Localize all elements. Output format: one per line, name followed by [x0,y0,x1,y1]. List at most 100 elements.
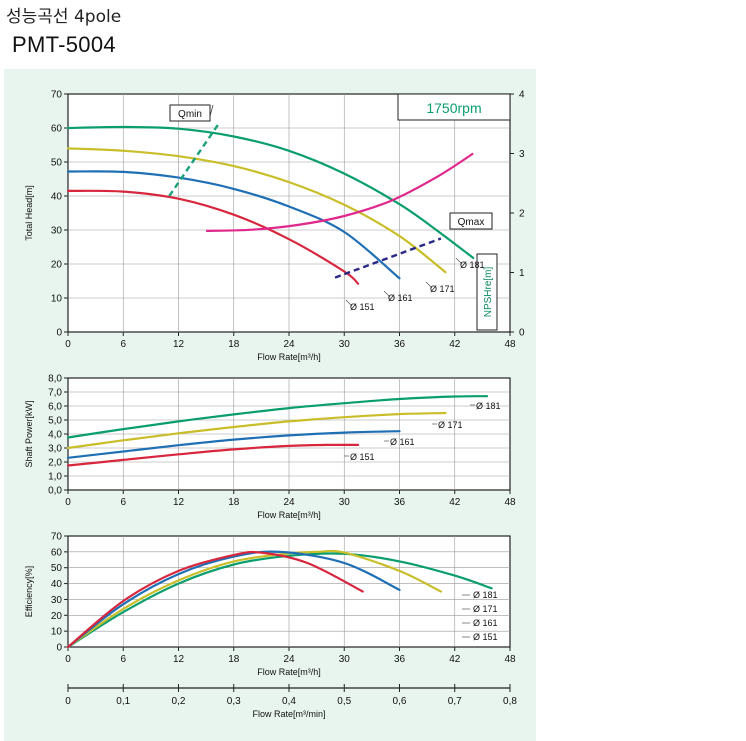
head-curve-label: Ø 151 [350,302,375,312]
power-curve-label: Ø 161 [390,437,415,447]
power-ytick-label: 2,0 [48,458,62,469]
head-ytick-label: 50 [51,158,63,169]
power-ytick-label: 7,0 [48,388,62,399]
head-series-line-3 [66,189,360,285]
power-xtick-label: 24 [283,497,295,508]
eff-xtick-label: 6 [120,654,126,665]
eff-ytick-label: 40 [51,579,63,590]
eff-series-line-3 [66,550,364,649]
flowmin-tick-label: 0,3 [227,696,241,707]
eff-legend-label: Ø 151 [473,632,498,642]
npsh-ytick-label: 0 [519,328,525,339]
eff-xtick-label: 18 [228,654,240,665]
head-xtick-label: 42 [449,339,461,350]
eff-ytick-label: 60 [51,547,63,558]
head-xtick-label: 0 [65,339,71,350]
power-xtick-label: 30 [339,497,351,508]
head-ytick-label: 40 [51,192,63,203]
power-series-line-2 [66,430,401,459]
flowmin-tick-label: 0,7 [448,696,462,707]
eff-xtick-label: 48 [504,654,516,665]
head-series-line-1 [66,147,447,274]
eff-ylabel: Efficiency[%] [24,566,34,617]
head-xtick-label: 48 [504,339,516,350]
eff-ytick-label: 20 [51,611,63,622]
npsh-ytick-label: 1 [519,268,525,279]
head-curve-label-leader [425,281,433,289]
power-ylabel: Shaft Power[kW] [24,400,34,467]
head-xtick-label: 18 [228,339,240,350]
qmax-line [334,237,442,279]
flowmin-tick-label: 0,2 [172,696,186,707]
eff-ytick-label: 10 [51,627,63,638]
power-curve-label: Ø 181 [476,401,501,411]
power-ytick-label: 5,0 [48,416,62,427]
npsh-axis-label: NPSHre[m] [483,266,494,317]
eff-series-line-2 [66,550,401,649]
head-xtick-label: 30 [339,339,351,350]
qmin-box [169,104,211,122]
qmax-label: Qmax [458,217,485,228]
eff-legend-label: Ø 181 [473,590,498,600]
head-curve-label: Ø 181 [460,260,485,270]
head-ytick-label: 0 [56,328,62,339]
head-xlabel: Flow Rate[m³/h] [257,352,321,362]
eff-xtick-label: 30 [339,654,351,665]
power-curve-label: Ø 151 [350,452,375,462]
power-xtick-label: 42 [449,497,461,508]
head-series-line-2 [66,170,401,280]
npsh-ytick-label: 3 [519,149,525,160]
head-xtick-label: 24 [283,339,295,350]
eff-xtick-label: 24 [283,654,295,665]
eff-xtick-label: 36 [394,654,406,665]
qmax-box [449,212,493,230]
eff-legend-label: Ø 171 [473,604,498,614]
npsh-ytick-label: 2 [519,209,525,220]
head-xtick-label: 6 [120,339,126,350]
eff-ytick-label: 30 [51,595,63,606]
power-xtick-label: 6 [120,497,126,508]
head-series-line-0 [66,125,475,259]
head-ytick-label: 10 [51,294,63,305]
power-series-line-1 [66,411,447,450]
flowmin-tick-label: 0,4 [282,696,296,707]
power-ytick-label: 4,0 [48,430,62,441]
power-ytick-label: 0,0 [48,486,62,497]
head-curve-label-leader [455,257,463,265]
power-series-line-0 [66,395,489,439]
power-ytick-label: 8,0 [48,374,62,385]
eff-xtick-label: 42 [449,654,461,665]
qmin-line [168,123,220,197]
head-ylabel: Total Head[m] [24,185,34,241]
rpm-label: 1750rpm [426,100,481,116]
head-xtick-label: 36 [394,339,406,350]
eff-series-line-0 [66,552,493,649]
eff-ytick-label: 50 [51,563,63,574]
eff-xtick-label: 12 [173,654,185,665]
power-xlabel: Flow Rate[m³/h] [257,510,321,520]
eff-ytick-label: 70 [51,532,63,543]
npsh-ytick-label: 4 [519,90,525,101]
head-curve-label: Ø 171 [430,284,455,294]
flowmin-tick-label: 0,6 [393,696,407,707]
power-xtick-label: 18 [228,497,240,508]
power-ytick-label: 3,0 [48,444,62,455]
power-curve-label: Ø 171 [438,420,463,430]
flowmin-tick-label: 0 [65,696,71,707]
rpm-box [397,93,511,121]
eff-xlabel: Flow Rate[m³/h] [257,667,321,677]
eff-ytick-label: 0 [56,643,62,654]
head-ytick-label: 20 [51,260,63,271]
model-name: PMT-5004 [12,32,116,57]
flowmin-tick-label: 0,8 [503,696,517,707]
flowmin-tick-label: 0,5 [337,696,351,707]
head-curve-label-leader [345,299,353,307]
power-xtick-label: 0 [65,497,71,508]
head-xtick-label: 12 [173,339,185,350]
power-ytick-label: 1,0 [48,472,62,483]
head-ytick-label: 70 [51,90,63,101]
flowmin-xlabel: Flow Rate[m³/min] [252,709,325,719]
head-curve-label-leader [383,290,391,298]
power-ytick-label: 6,0 [48,402,62,413]
